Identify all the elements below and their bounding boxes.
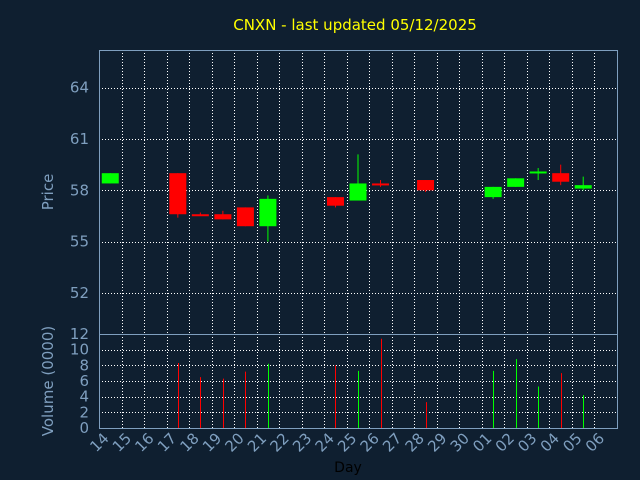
candle-body-25	[349, 183, 367, 201]
chart-frames	[99, 50, 618, 429]
price-tick-label: 64	[70, 79, 89, 97]
volume-tick-label: 12	[70, 325, 89, 343]
candle-body-17	[169, 173, 187, 215]
candle-body-18	[191, 214, 209, 217]
volume-tick-label: 6	[79, 372, 89, 390]
price-candles	[101, 154, 592, 242]
price-tick-labels: 52 55 58 61 64	[70, 79, 89, 302]
candle-body-20	[236, 207, 254, 227]
candle-body-14	[101, 173, 119, 184]
volume-tick-label: 4	[79, 388, 89, 406]
candle-body-02	[507, 178, 525, 187]
candle-body-04	[552, 173, 570, 182]
volume-panel-frame	[99, 334, 618, 429]
candle-body-28	[417, 180, 435, 191]
volume-tick-label: 0	[79, 419, 89, 437]
volume-tick-label: 2	[79, 403, 89, 421]
price-tick-label: 52	[70, 284, 89, 302]
price-axis-label: Price	[39, 174, 57, 211]
volume-axis-label: Volume (0000)	[39, 326, 57, 436]
candle-body-05	[574, 185, 592, 189]
volume-tick-label: 10	[70, 341, 89, 359]
price-tick-label: 55	[70, 233, 89, 251]
candle-body-03	[529, 171, 547, 174]
candle-body-01	[484, 186, 502, 198]
volume-bars	[178, 338, 584, 428]
price-tick-label: 58	[70, 181, 89, 199]
x-axis-label: Day	[334, 460, 362, 476]
candle-body-21	[259, 198, 277, 227]
candle-body-19	[214, 214, 232, 220]
volume-tick-label: 8	[79, 356, 89, 374]
day-tick-label: 06	[582, 429, 608, 455]
chart-title: CNXN - last updated 05/12/2025	[233, 16, 477, 34]
price-tick-label: 61	[70, 130, 89, 148]
candle-body-24	[326, 197, 344, 206]
day-tick-labels: 1415161718192021222324252627282930010203…	[86, 429, 608, 455]
candle-body-26	[372, 183, 390, 186]
